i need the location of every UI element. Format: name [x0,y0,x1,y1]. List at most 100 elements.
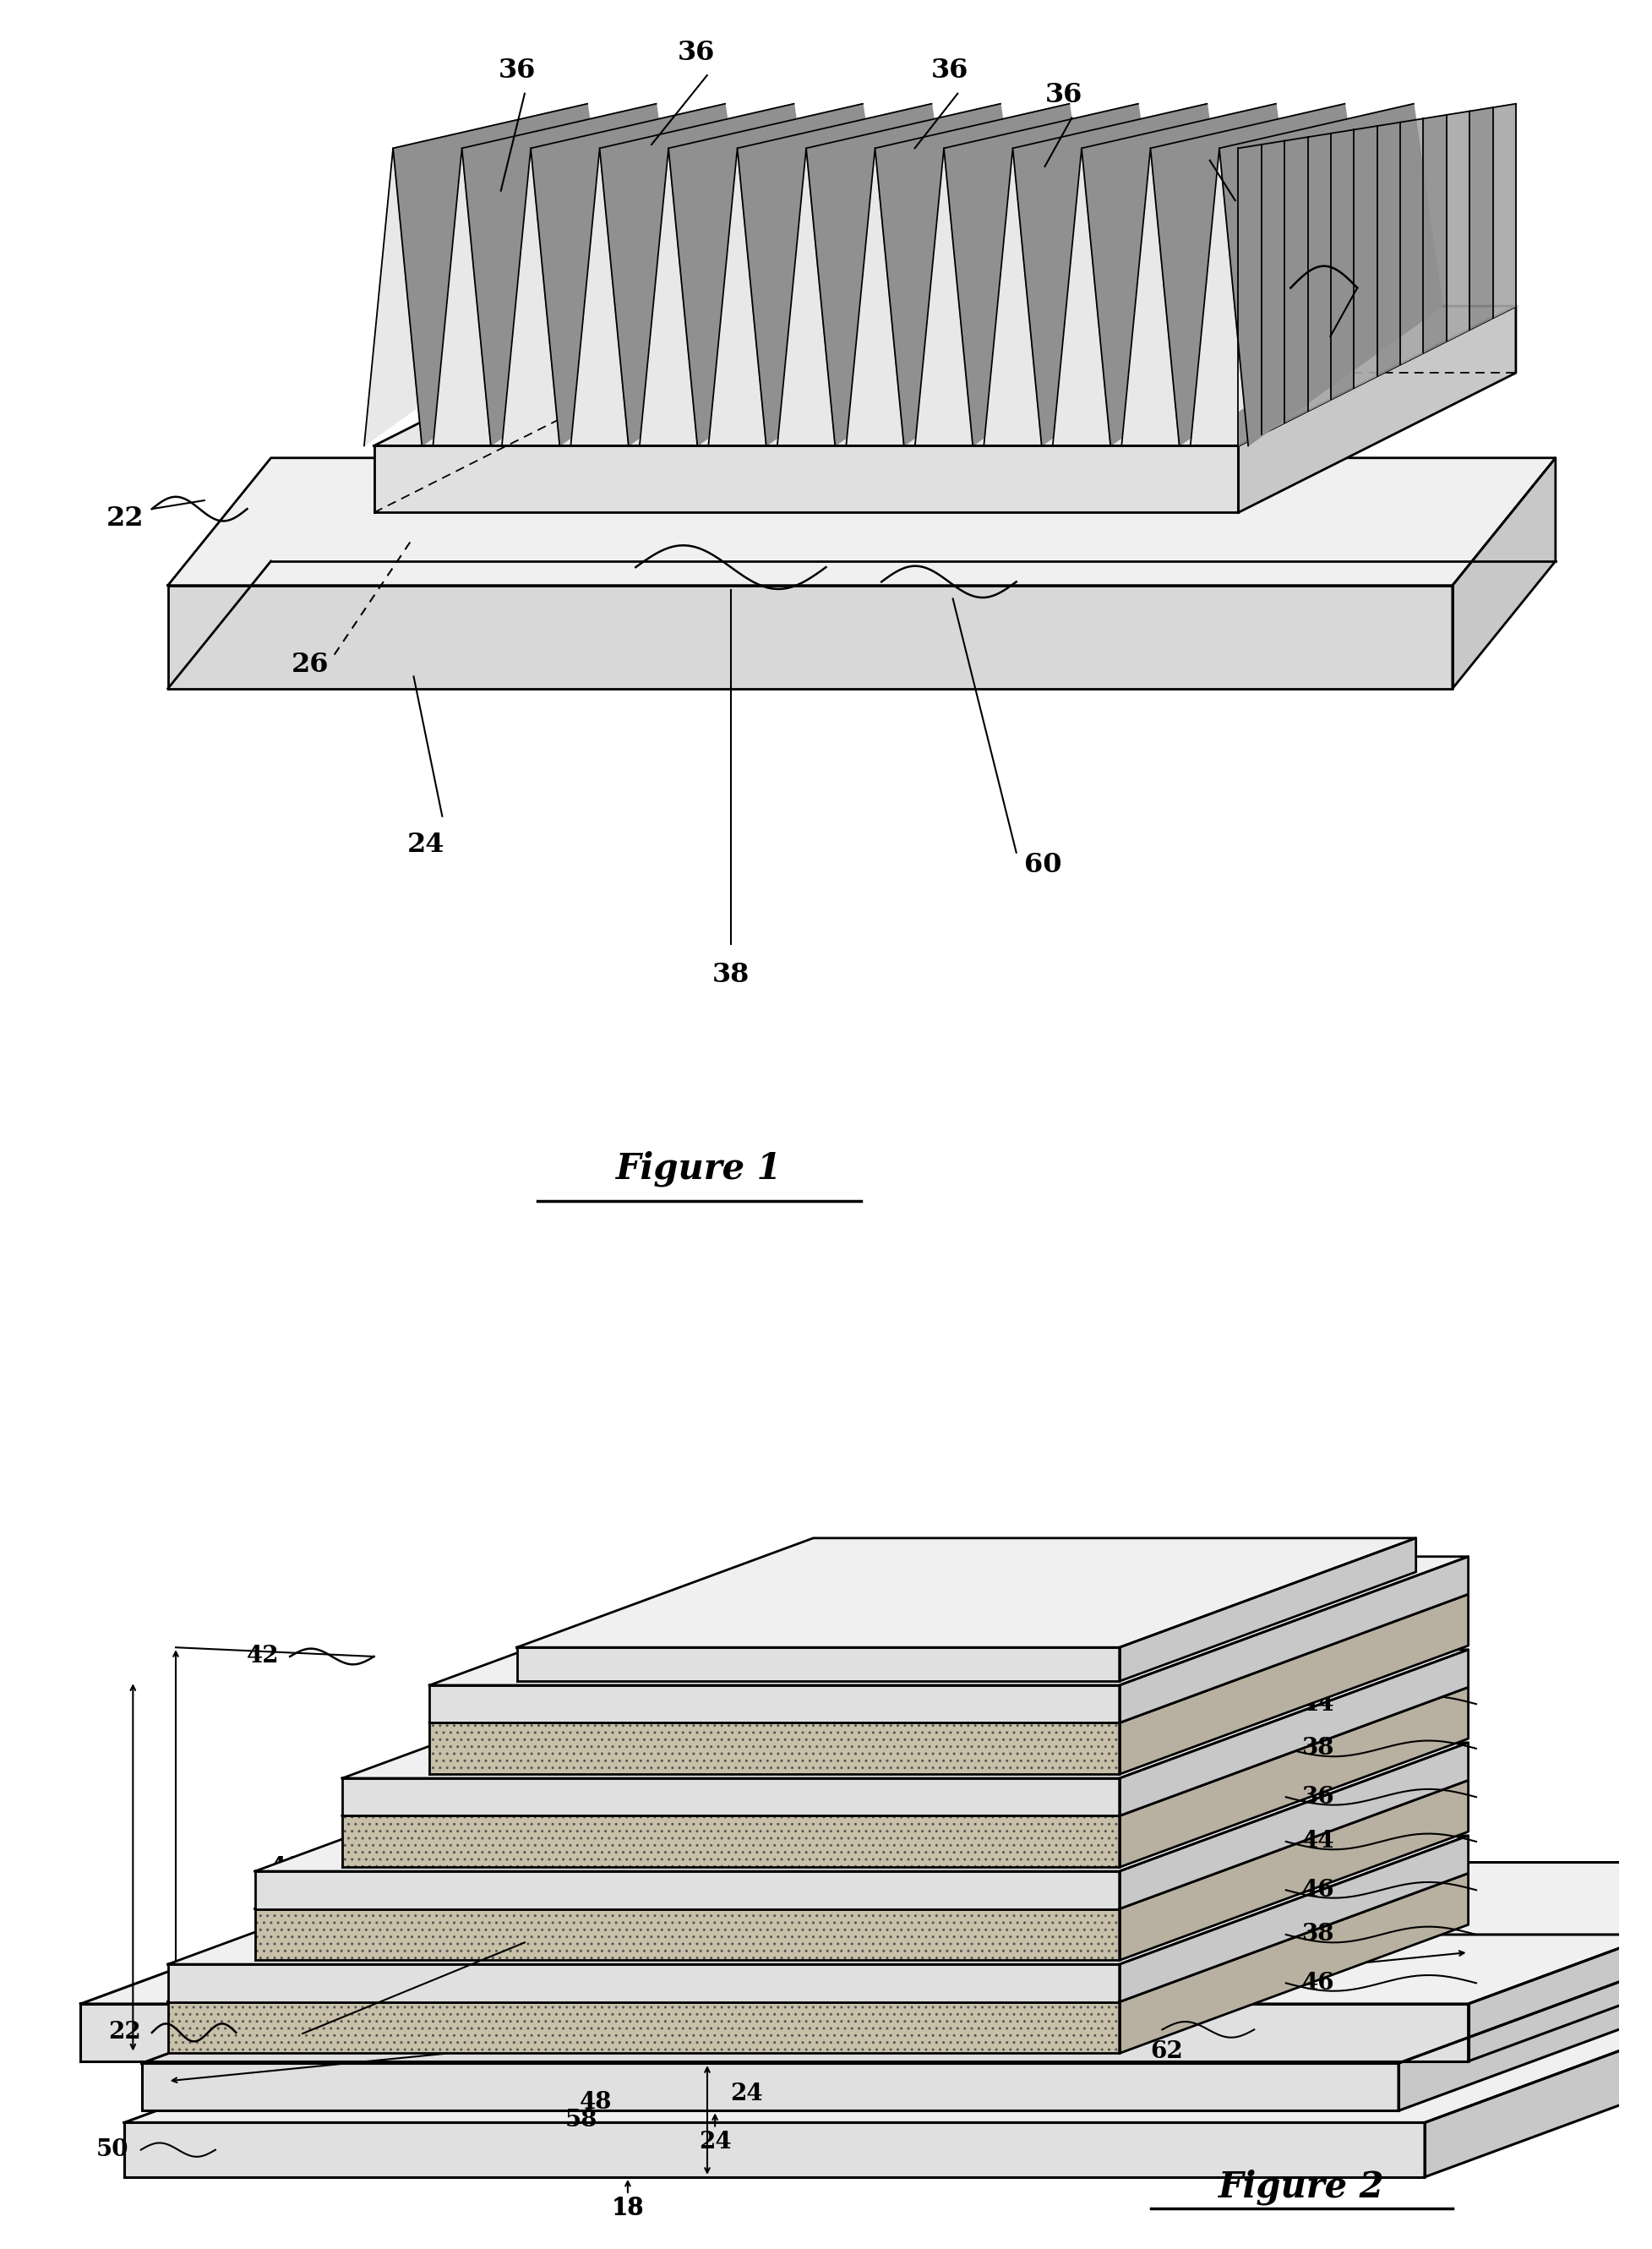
Polygon shape [1355,126,1378,387]
Polygon shape [1332,130,1355,400]
Polygon shape [517,1538,1416,1649]
Polygon shape [1378,121,1401,376]
Text: 24: 24 [730,2083,763,2105]
Polygon shape [124,2123,1424,2177]
Text: 54: 54 [1254,1608,1287,1631]
Text: 24: 24 [699,2132,732,2155]
Polygon shape [463,103,686,445]
Polygon shape [124,1995,1652,2123]
Polygon shape [254,1909,1120,1961]
Polygon shape [600,103,823,445]
Polygon shape [169,1835,1469,1963]
Polygon shape [1120,1873,1469,2053]
Polygon shape [342,1815,1120,1867]
Text: 46: 46 [1302,1878,1335,1900]
Polygon shape [1120,1781,1469,1961]
Polygon shape [517,1649,1120,1682]
Polygon shape [1219,103,1442,445]
Polygon shape [570,103,795,445]
Polygon shape [943,103,1166,445]
Polygon shape [393,103,616,445]
Polygon shape [142,2062,1399,2112]
Polygon shape [433,103,656,445]
Polygon shape [1470,108,1493,328]
Polygon shape [1120,1556,1469,1723]
Text: Figure 2: Figure 2 [1219,2168,1384,2204]
Polygon shape [1401,119,1424,364]
Polygon shape [1452,459,1556,688]
Text: 48: 48 [580,2092,613,2114]
Text: 24: 24 [408,832,444,859]
Text: 38: 38 [1370,261,1408,286]
Polygon shape [1239,306,1517,513]
Polygon shape [846,103,1069,445]
Polygon shape [1399,1934,1652,2112]
Text: 26: 26 [292,652,329,677]
Text: 36: 36 [677,40,715,65]
Text: 22: 22 [106,506,144,531]
Polygon shape [1424,1995,1652,2177]
Text: 46: 46 [1302,1972,1335,1995]
Text: 22: 22 [109,2022,142,2044]
Polygon shape [985,103,1208,445]
Polygon shape [169,1873,1469,2002]
Polygon shape [530,103,753,445]
Text: 36: 36 [1046,81,1082,108]
Polygon shape [806,103,1029,445]
Polygon shape [1120,1835,1469,2002]
Text: 42: 42 [246,1644,279,1669]
Polygon shape [430,1685,1120,1723]
Text: 18: 18 [611,2197,644,2220]
Polygon shape [1150,103,1373,445]
Polygon shape [430,1556,1469,1685]
Polygon shape [342,1649,1469,1779]
Text: 18: 18 [1183,126,1221,153]
Polygon shape [876,103,1099,445]
Text: 38: 38 [1302,1736,1335,1761]
Text: 18: 18 [611,2197,644,2220]
Polygon shape [1191,103,1414,445]
Text: 60: 60 [1024,852,1062,877]
Text: 40: 40 [271,1855,302,1878]
Polygon shape [1122,103,1345,445]
Polygon shape [1120,1687,1469,1867]
Polygon shape [669,103,892,445]
Polygon shape [1285,137,1308,423]
Polygon shape [142,1934,1652,2062]
Polygon shape [1424,115,1447,353]
Polygon shape [373,306,1517,445]
Polygon shape [430,1723,1120,1774]
Polygon shape [915,103,1138,445]
Polygon shape [1493,103,1517,317]
Polygon shape [254,1871,1120,1909]
Polygon shape [254,1781,1469,1909]
Text: 36: 36 [497,58,535,83]
Polygon shape [169,459,1556,585]
Polygon shape [1239,144,1262,445]
Bar [430,1723,1120,1774]
Polygon shape [1120,1595,1469,1774]
Polygon shape [169,585,1452,688]
Polygon shape [1120,1538,1416,1682]
Polygon shape [1082,103,1305,445]
Polygon shape [81,1862,1652,2004]
Polygon shape [254,1743,1469,1871]
Bar [169,2002,1120,2053]
Text: Figure 1: Figure 1 [616,1151,781,1185]
Bar [254,1909,1120,1961]
Polygon shape [1262,142,1285,434]
Text: 44: 44 [1302,1693,1335,1716]
Polygon shape [342,1687,1469,1815]
Polygon shape [1120,1743,1469,1909]
Polygon shape [737,103,960,445]
Polygon shape [169,1963,1120,2002]
Polygon shape [363,103,588,445]
Text: 62: 62 [1150,2040,1183,2062]
Polygon shape [1308,133,1332,412]
Text: 52: 52 [509,1923,540,1945]
Text: 38: 38 [712,963,750,987]
Text: 58: 58 [565,2110,598,2132]
Polygon shape [373,445,1239,513]
Polygon shape [1052,103,1275,445]
Polygon shape [430,1595,1469,1723]
